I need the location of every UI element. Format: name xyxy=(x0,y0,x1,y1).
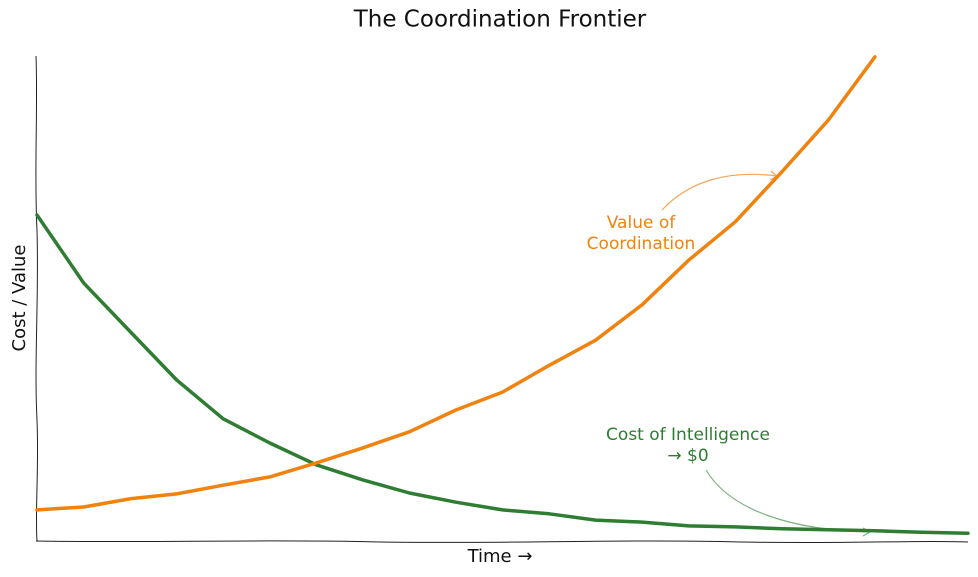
annotation: Value of xyxy=(607,213,676,233)
y-axis xyxy=(35,55,39,542)
x-axis xyxy=(35,540,969,544)
y-axis-label: Cost / Value xyxy=(9,245,30,352)
annotation-arrow xyxy=(705,469,871,533)
annotation: Cost of Intelligence xyxy=(606,425,770,445)
annotation-arrow xyxy=(661,173,778,211)
series-line xyxy=(35,213,970,535)
chart-title: The Coordination Frontier xyxy=(353,7,647,33)
annotation: Coordination xyxy=(587,234,696,254)
annotation: → $0 xyxy=(667,446,708,466)
series-line xyxy=(35,55,877,512)
x-axis-label: Time → xyxy=(467,546,533,567)
